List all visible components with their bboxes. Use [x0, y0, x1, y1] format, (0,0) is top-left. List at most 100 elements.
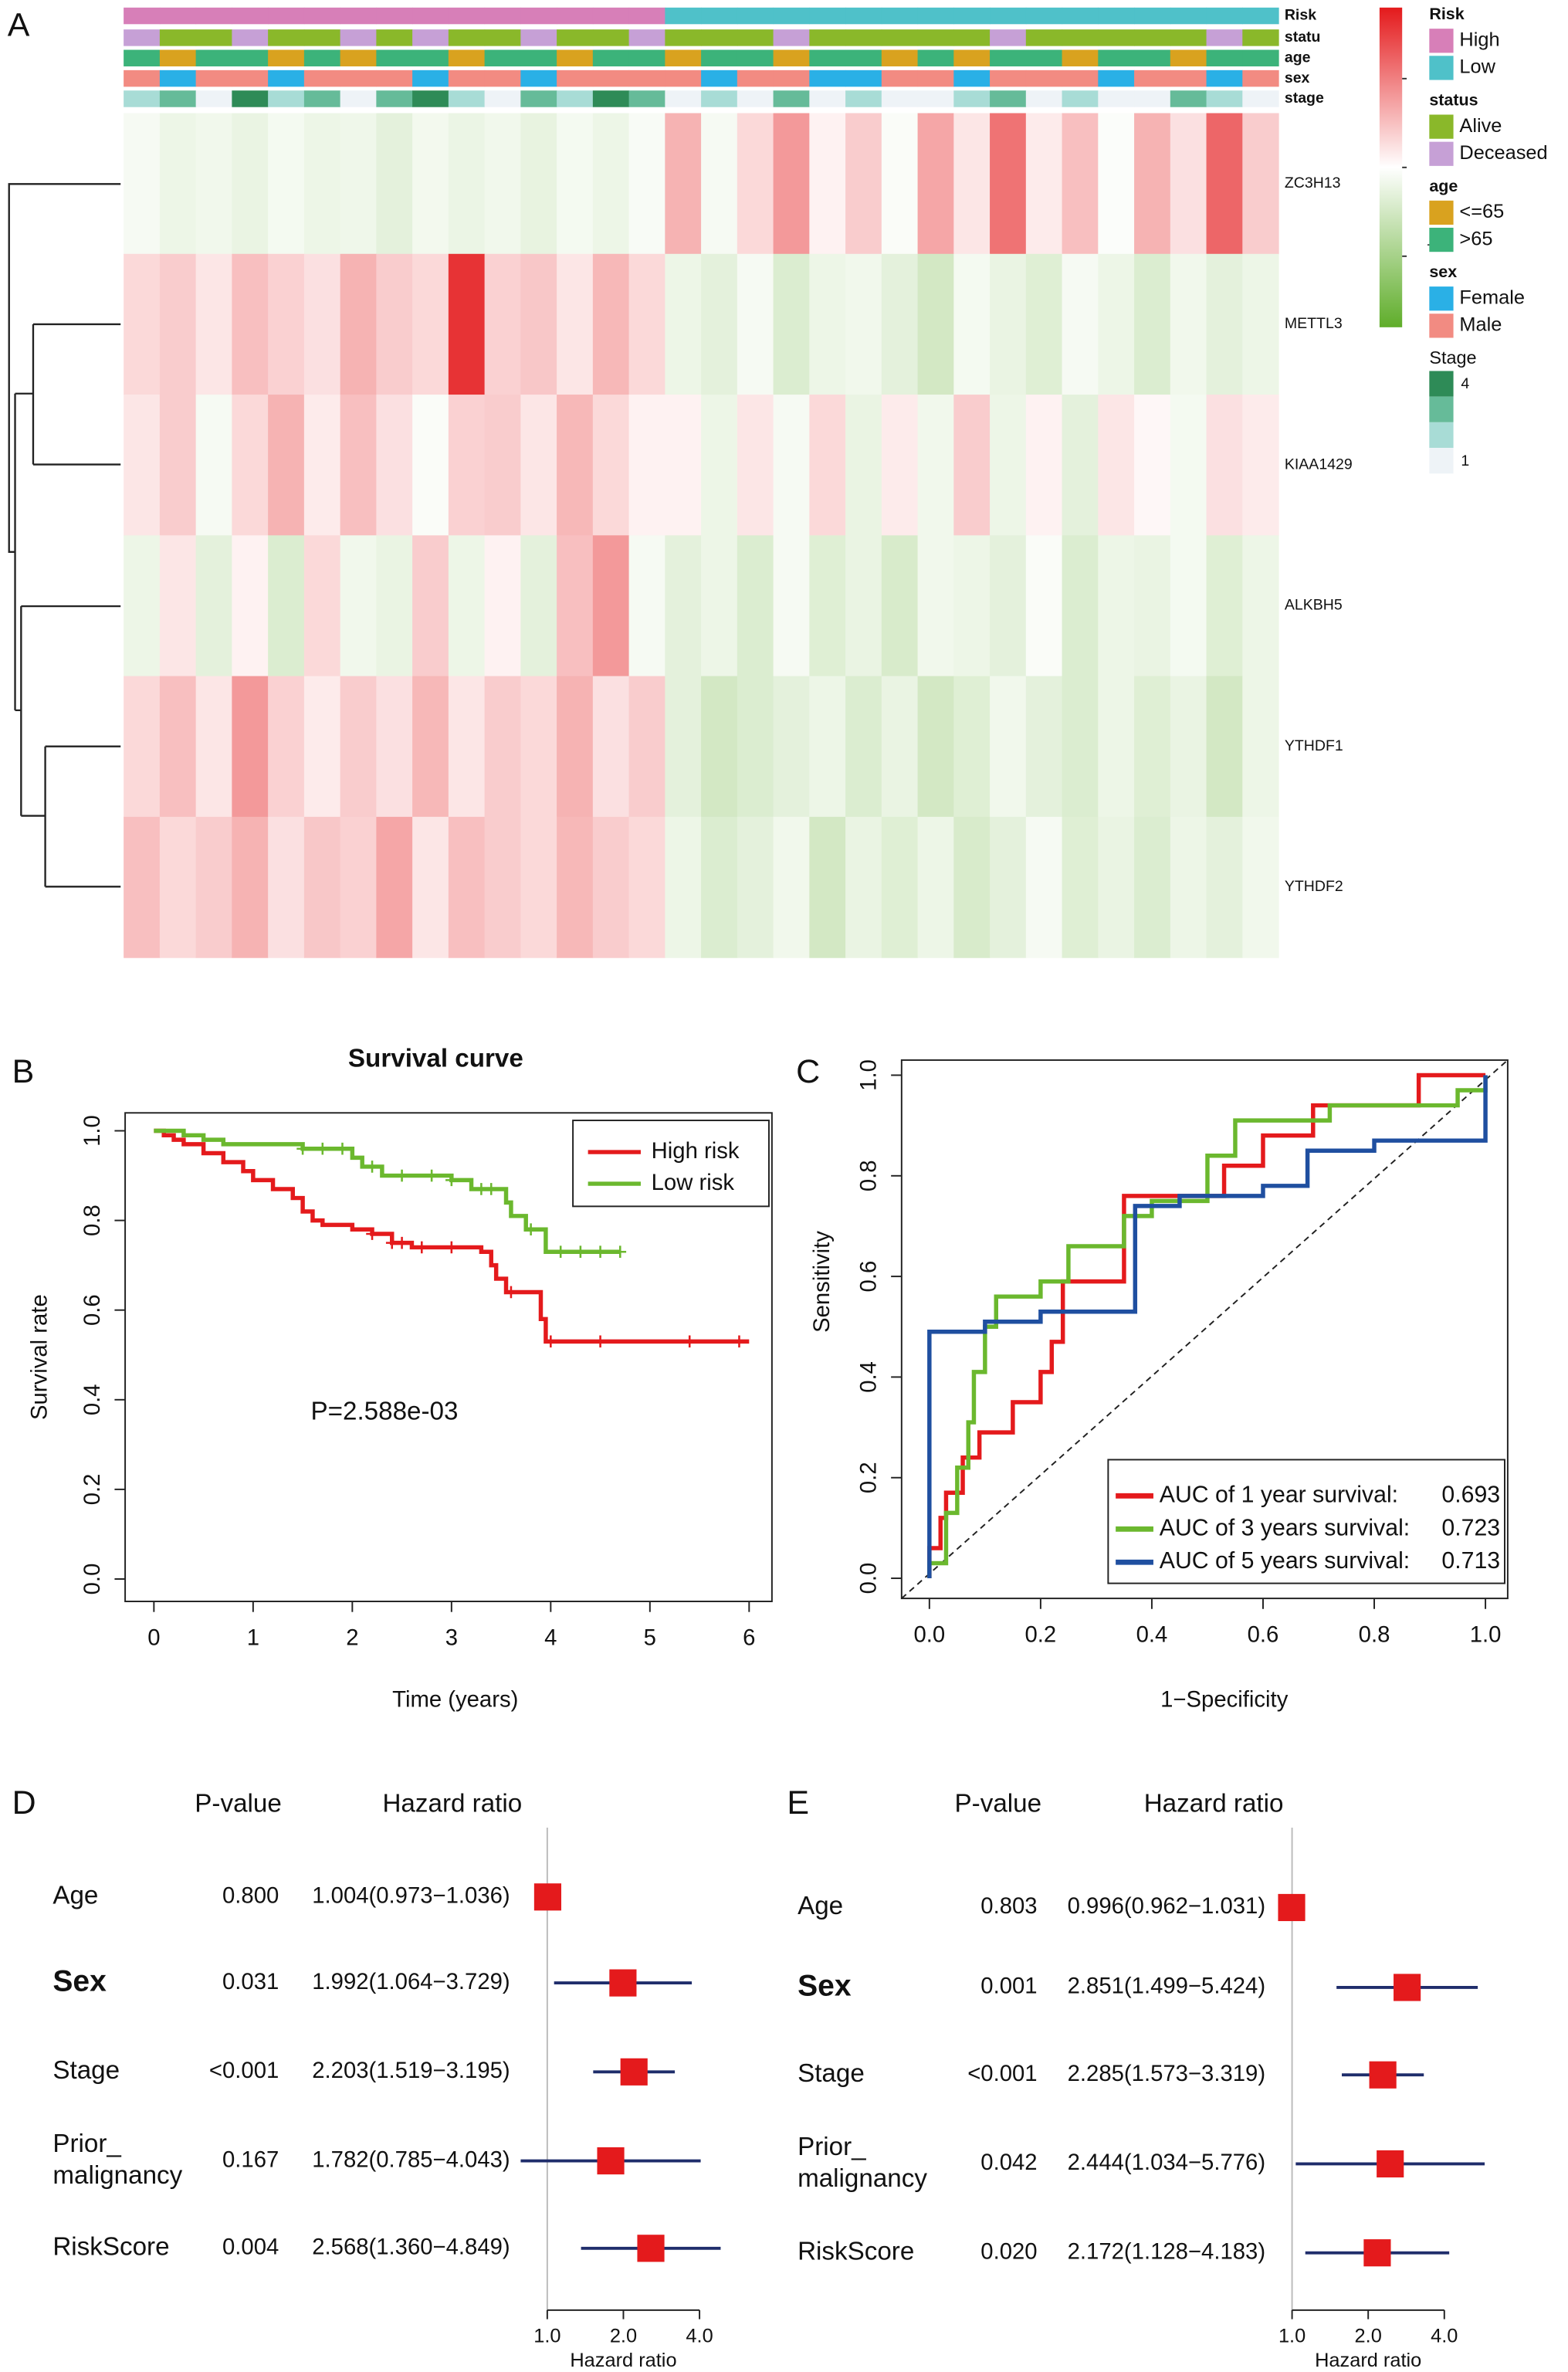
annotation-cell	[484, 7, 521, 25]
y-tick-label: 0.0	[80, 1564, 105, 1595]
heat-cell	[665, 535, 702, 677]
heat-cell	[268, 816, 305, 958]
heat-cell	[592, 816, 630, 958]
annotation-cell	[376, 29, 413, 46]
hr-text: 2.568(1.360−4.849)	[312, 2235, 510, 2260]
annotation-cell	[1242, 90, 1279, 107]
panel-letter: D	[12, 1784, 36, 1821]
row-label: Age	[798, 1892, 843, 1920]
heat-cell	[557, 816, 594, 958]
heat-cell	[1062, 113, 1099, 255]
row-label: RiskScore	[798, 2237, 914, 2265]
annotation-cell	[232, 7, 269, 25]
annotation-cell	[268, 29, 305, 46]
column-header: Hazard ratio	[382, 1789, 522, 1818]
heat-cell	[1098, 395, 1135, 536]
censor-mark	[445, 1174, 458, 1187]
heat-cell	[1134, 395, 1171, 536]
annotation-cell	[1098, 29, 1135, 46]
hr-text: 1.992(1.064−3.729)	[312, 1969, 510, 1994]
heat-cell	[1025, 816, 1063, 958]
x-tick-label: 0.2	[1025, 1622, 1057, 1648]
heat-cell	[990, 816, 1027, 958]
annotation-cell	[520, 29, 557, 46]
heat-cell	[1025, 676, 1063, 818]
panel-letter: E	[787, 1784, 809, 1821]
heat-cell	[701, 253, 738, 395]
panel-letter: A	[8, 7, 30, 44]
heat-cell	[232, 113, 269, 255]
annotation-cell	[990, 29, 1027, 46]
series-line	[927, 1075, 1488, 1579]
heat-cell	[1062, 676, 1099, 818]
annotation-cell	[628, 69, 665, 87]
legend-label: Male	[1459, 314, 1502, 336]
heat-cell	[195, 816, 232, 958]
heat-cell	[1170, 395, 1207, 536]
gene-label: ALKBH5	[1285, 597, 1343, 614]
heat-cell	[809, 535, 846, 677]
x-axis-label: 1−Specificity	[1160, 1687, 1289, 1713]
annotation-cell	[340, 29, 377, 46]
annotation-cell	[1206, 49, 1243, 66]
heat-cell	[1170, 816, 1207, 958]
annotation-cell	[917, 49, 954, 66]
heat-cell	[1062, 535, 1099, 677]
x-tick-label: 0	[147, 1625, 160, 1651]
x-axis-label: Hazard ratio	[1315, 2350, 1421, 2371]
annotation-cell	[990, 90, 1027, 107]
heat-cell	[881, 113, 919, 255]
hr-box	[1394, 1974, 1421, 2001]
heat-cell	[1098, 535, 1135, 677]
dendrogram	[8, 183, 121, 888]
heat-cell	[195, 395, 232, 536]
heat-cell	[484, 816, 521, 958]
annotation-cell	[376, 7, 413, 25]
heat-cell	[557, 535, 594, 677]
heat-cell	[701, 676, 738, 818]
heat-cell	[592, 395, 630, 536]
heat-cell	[232, 535, 269, 677]
x-tick-label: 1	[247, 1625, 259, 1651]
p-value: 0.800	[222, 1883, 279, 1909]
hr-box	[533, 1883, 562, 1911]
censor-mark	[594, 1245, 607, 1259]
annotation-cell	[195, 29, 232, 46]
heat-cell	[1098, 253, 1135, 395]
heat-cell	[232, 395, 269, 536]
heat-cell	[990, 113, 1027, 255]
row-label: Stage	[798, 2059, 865, 2088]
legend-swatch	[1429, 313, 1454, 338]
heat-cell	[159, 816, 197, 958]
annotation-cell	[773, 69, 810, 87]
heat-cell	[520, 395, 557, 536]
legend-title: Risk	[1429, 5, 1464, 23]
annotation-cell	[881, 7, 919, 25]
annotation-cell	[340, 69, 377, 87]
hr-text: 2.172(1.128−4.183)	[1068, 2238, 1265, 2264]
legend-swatch	[1429, 396, 1454, 422]
y-axis-label: Survival rate	[26, 1294, 52, 1420]
annotation-cell	[1206, 7, 1243, 25]
heat-cell	[124, 253, 161, 395]
annotation-cell	[557, 49, 594, 66]
heat-cell	[953, 816, 991, 958]
heat-cell	[701, 395, 738, 536]
annotation-cell	[990, 49, 1027, 66]
annotation-cell	[809, 90, 846, 107]
annotation-cell	[809, 29, 846, 46]
heat-cell	[1025, 113, 1063, 255]
legend-title: sex	[1429, 263, 1457, 281]
heat-cell	[1170, 253, 1207, 395]
gene-label: METTL3	[1285, 315, 1343, 332]
annotation-cell	[448, 90, 486, 107]
heat-cell	[303, 676, 341, 818]
annotation-cell	[303, 29, 341, 46]
heat-cell	[809, 113, 846, 255]
annotation-cell	[773, 7, 810, 25]
heat-cell	[268, 535, 305, 677]
annotation-cell	[917, 90, 954, 107]
censor-mark	[425, 1169, 438, 1182]
hr-box	[609, 1969, 637, 1997]
heat-cell	[628, 816, 665, 958]
